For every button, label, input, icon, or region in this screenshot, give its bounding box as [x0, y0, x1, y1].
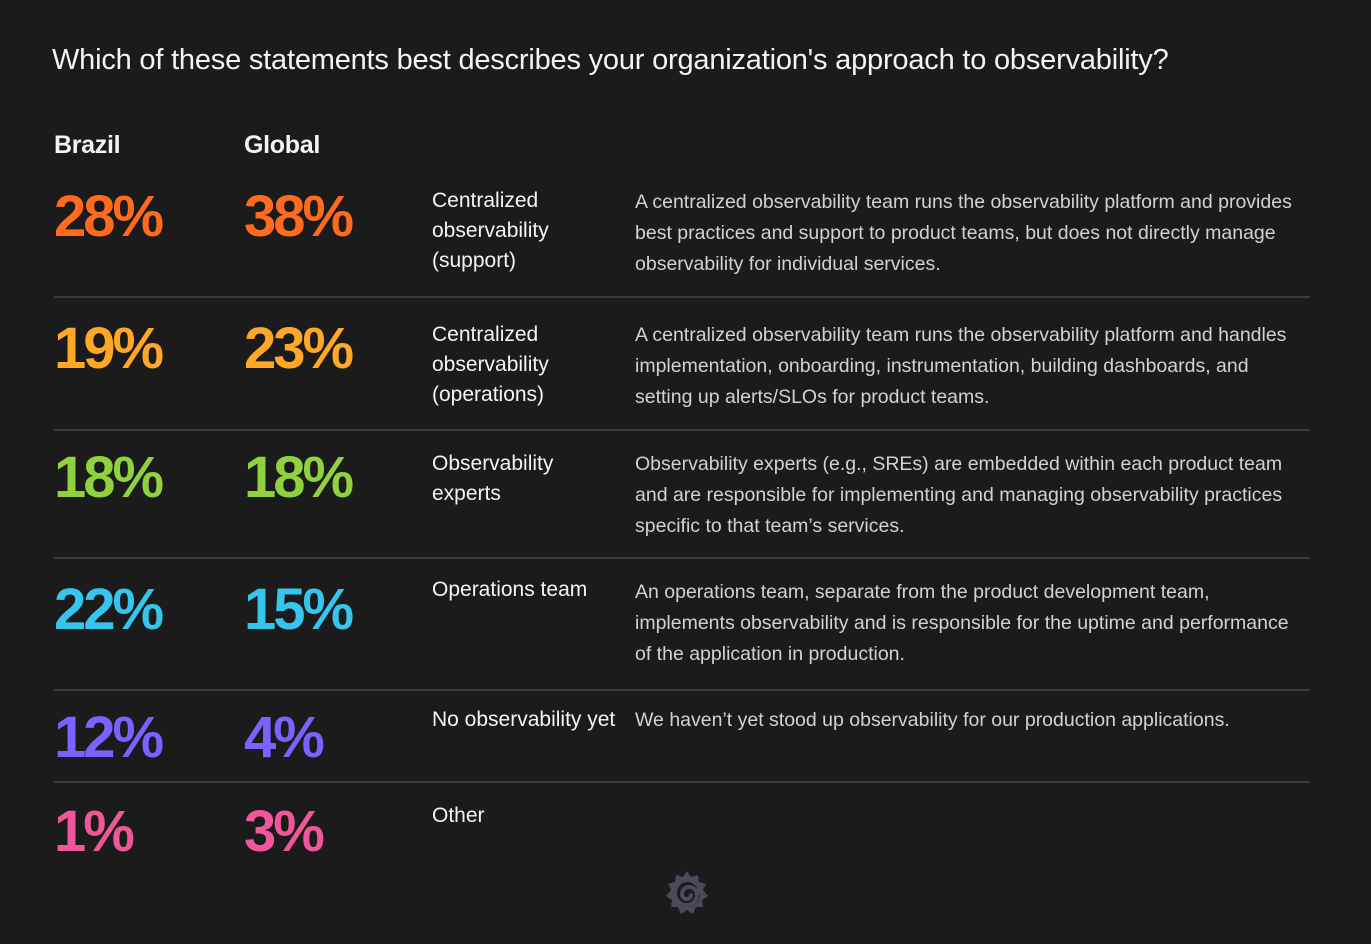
table-row: 22% 15% Operations team An operations te… [54, 559, 1310, 691]
table-row: 28% 38% Centralized observability (suppo… [54, 180, 1310, 298]
global-percentage: 23% [244, 316, 354, 381]
approach-description: An operations team, separate from the pr… [635, 581, 1289, 665]
brazil-percentage: 18% [54, 445, 164, 510]
results-table: 28% 38% Centralized observability (suppo… [54, 180, 1310, 873]
global-percentage: 3% [244, 799, 325, 864]
global-percentage: 18% [244, 445, 354, 510]
global-percentage: 4% [244, 705, 325, 770]
brazil-percentage: 22% [54, 577, 164, 642]
approach-label: Centralized observability (support) [432, 189, 549, 272]
grafana-logo-icon [664, 869, 710, 917]
column-header-brazil: Brazil [54, 131, 121, 159]
approach-description: We haven’t yet stood up observability fo… [635, 709, 1230, 731]
brazil-percentage: 12% [54, 705, 164, 770]
approach-label: Centralized observability (operations) [432, 323, 549, 406]
approach-label: No observability yet [432, 708, 616, 731]
table-row: 18% 18% Observability experts Observabil… [54, 431, 1310, 559]
approach-description: Observability experts (e.g., SREs) are e… [635, 453, 1283, 537]
approach-description: A centralized observability team runs th… [635, 324, 1287, 408]
brazil-percentage: 19% [54, 316, 164, 381]
table-row: 19% 23% Centralized observability (opera… [54, 298, 1310, 431]
table-row: 1% 3% Other [54, 783, 1310, 873]
approach-label: Observability experts [432, 452, 554, 505]
global-percentage: 38% [244, 184, 354, 249]
global-percentage: 15% [244, 577, 354, 642]
column-header-global: Global [244, 131, 320, 159]
page-title: Which of these statements best describes… [52, 44, 1169, 76]
table-row: 12% 4% No observability yet We haven’t y… [54, 691, 1310, 783]
brazil-percentage: 28% [54, 184, 164, 249]
approach-description: A centralized observability team runs th… [635, 191, 1292, 275]
brazil-percentage: 1% [54, 799, 135, 864]
approach-label: Other [432, 804, 485, 827]
approach-label: Operations team [432, 578, 588, 601]
